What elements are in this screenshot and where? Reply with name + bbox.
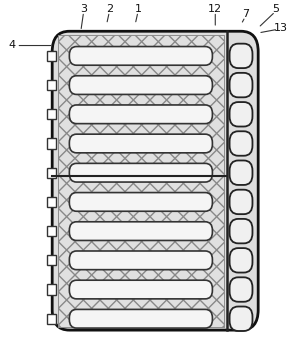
FancyBboxPatch shape <box>52 31 258 330</box>
Bar <box>58 35 224 327</box>
Text: 7: 7 <box>242 9 249 19</box>
FancyBboxPatch shape <box>69 193 212 211</box>
FancyBboxPatch shape <box>230 307 253 331</box>
FancyBboxPatch shape <box>230 190 253 214</box>
FancyBboxPatch shape <box>69 134 212 153</box>
FancyBboxPatch shape <box>69 309 212 328</box>
FancyBboxPatch shape <box>69 105 212 124</box>
Text: 12: 12 <box>208 4 222 14</box>
Bar <box>47 80 56 90</box>
FancyBboxPatch shape <box>69 76 212 94</box>
FancyBboxPatch shape <box>69 46 212 65</box>
FancyBboxPatch shape <box>230 131 253 156</box>
FancyBboxPatch shape <box>230 102 253 127</box>
Text: 5: 5 <box>272 4 279 14</box>
Text: 3: 3 <box>80 4 87 14</box>
Text: 4: 4 <box>9 40 16 50</box>
Bar <box>47 255 56 265</box>
Text: 2: 2 <box>106 4 113 14</box>
Bar <box>47 197 56 207</box>
FancyBboxPatch shape <box>230 161 253 185</box>
FancyBboxPatch shape <box>69 280 212 299</box>
FancyBboxPatch shape <box>230 219 253 243</box>
Bar <box>47 168 56 178</box>
Bar <box>47 284 56 295</box>
Bar <box>47 138 56 149</box>
Bar <box>47 51 56 61</box>
FancyBboxPatch shape <box>69 222 212 240</box>
Bar <box>58 35 224 327</box>
Bar <box>47 314 56 324</box>
Bar <box>47 109 56 119</box>
Text: 13: 13 <box>274 23 288 33</box>
FancyBboxPatch shape <box>69 163 212 182</box>
FancyBboxPatch shape <box>69 251 212 270</box>
FancyBboxPatch shape <box>230 277 253 302</box>
Bar <box>47 226 56 236</box>
FancyBboxPatch shape <box>230 73 253 97</box>
FancyBboxPatch shape <box>230 44 253 68</box>
Text: 1: 1 <box>135 4 142 14</box>
FancyBboxPatch shape <box>230 248 253 272</box>
